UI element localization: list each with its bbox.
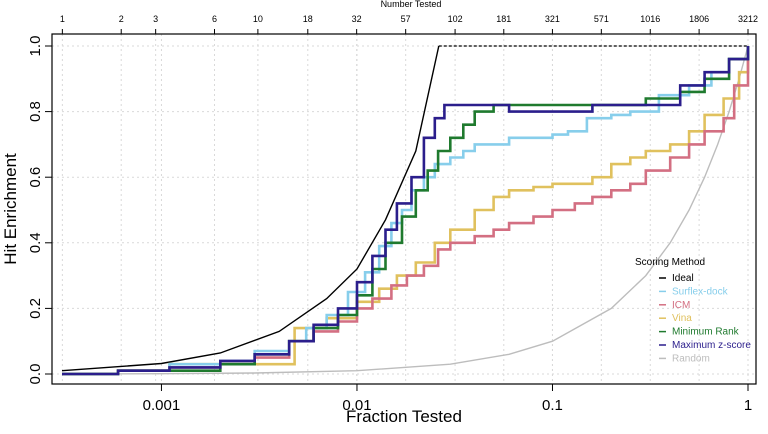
legend-label-icm: ICM [672, 300, 690, 311]
y-tick-label: 0.4 [27, 232, 44, 253]
legend-label-vina: Vina [672, 313, 692, 324]
legend: Scoring Method Ideal Surflex-dock ICM Vina M… [635, 257, 751, 364]
x-tick-label: 0.1 [542, 397, 563, 414]
series-layer [61, 45, 750, 376]
top-tick-label: 18 [303, 14, 313, 24]
top-tick-label: 571 [594, 14, 609, 24]
top-tick-label: 102 [448, 14, 463, 24]
top-tick-label: 3212 [738, 14, 758, 24]
legend-label-minimum-rank: Minimum Rank [672, 327, 740, 338]
legend-label-ideal: Ideal [672, 273, 694, 284]
top-tick-label: 10 [253, 14, 263, 24]
plot-frame [51, 33, 757, 385]
x-axis-title: Fraction Tested [346, 407, 462, 426]
top-tick-label: 181 [496, 14, 511, 24]
grid-layer [52, 34, 756, 384]
y-axis-title: Hit Enrichment [1, 153, 20, 265]
x-axis-top: 1 2 3 6 10 18 32 57 102 181 321 571 1016 1806 3212 [60, 14, 758, 34]
top-tick-label: 1016 [640, 14, 660, 24]
x-axis-bottom: 0.001 0.01 0.1 1 [143, 384, 752, 414]
y-tick-label: 1.0 [27, 36, 44, 57]
top-axis-title: Number Tested [381, 0, 442, 9]
legend-title: Scoring Method [635, 257, 705, 268]
y-tick-label: 0.8 [27, 101, 44, 122]
top-tick-label: 1806 [689, 14, 709, 24]
top-tick-label: 6 [212, 14, 217, 24]
top-tick-label: 32 [352, 14, 362, 24]
legend-label-random: Random [672, 353, 710, 364]
series-line-maximum-z-score [62, 46, 750, 376]
series-line-ideal [61, 45, 440, 372]
y-tick-label: 0.0 [27, 364, 44, 385]
x-tick-label: 0.001 [143, 397, 181, 414]
top-tick-label: 3 [153, 14, 158, 24]
y-axis-left: 0.0 0.2 0.4 0.6 0.8 1.0 [27, 36, 52, 385]
top-tick-label: 321 [545, 14, 560, 24]
legend-label-surflex-dock: Surflex-dock [672, 286, 729, 297]
series-line-surflex-dock [62, 46, 750, 376]
top-tick-label: 57 [401, 14, 411, 24]
top-tick-label: 1 [60, 14, 65, 24]
top-tick-label: 2 [119, 14, 124, 24]
x-tick-label: 1 [744, 397, 752, 414]
y-tick-label: 0.2 [27, 298, 44, 319]
y-tick-label: 0.6 [27, 167, 44, 188]
legend-label-maximum-z-score: Maximum z-score [672, 340, 751, 351]
x-tick-label: 0.01 [342, 397, 371, 414]
